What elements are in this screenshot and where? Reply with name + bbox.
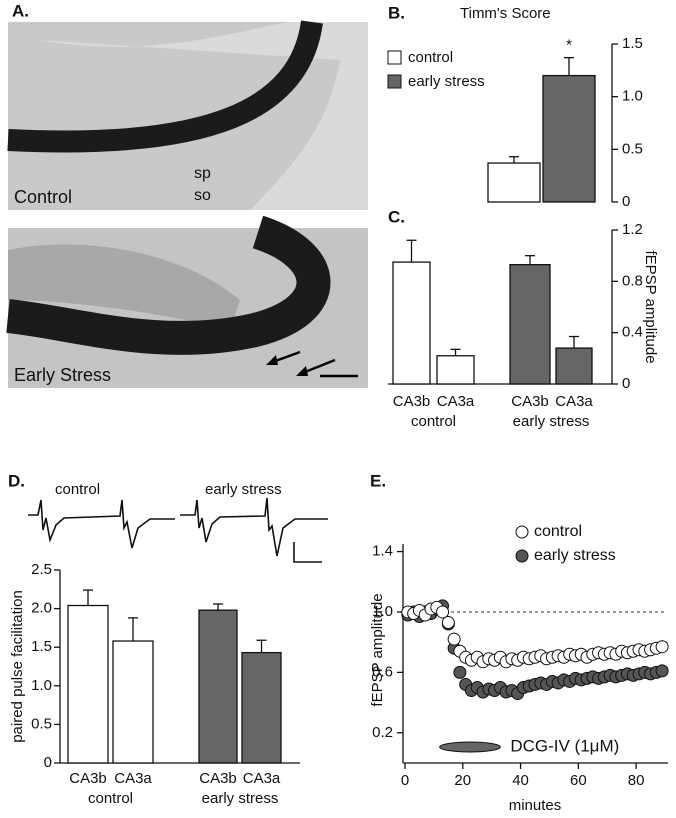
y-tick-label: 0 [622, 375, 630, 392]
group-label: control [411, 413, 456, 430]
y-tick-label: 1.0 [372, 603, 393, 620]
legend-label: early stress [534, 547, 616, 564]
trace-label: control [55, 481, 100, 498]
y-tick-label: 1.4 [372, 543, 393, 560]
x-tick-label: CA3a [555, 393, 593, 410]
x-tick-label: 80 [628, 772, 645, 789]
bar [241, 651, 282, 764]
bar [198, 609, 238, 764]
y-tick-label: 1.0 [622, 88, 643, 105]
y-tick-label: 2.5 [31, 561, 52, 578]
panel-label: E. [370, 471, 386, 490]
legend-label: control [534, 523, 582, 540]
micrograph-stress [6, 215, 368, 388]
bar [487, 162, 541, 203]
panel-label: B. [388, 3, 405, 22]
y-tick-label: 0.5 [622, 140, 643, 157]
group-label: early stress [513, 413, 590, 430]
x-tick-label: CA3b [511, 393, 549, 410]
bar [542, 74, 596, 203]
legend-label: early stress [408, 73, 485, 90]
x-tick-label: CA3b [393, 393, 431, 410]
trace [28, 499, 175, 549]
cell-layer [6, 215, 331, 355]
legend-swatch [387, 74, 402, 89]
x-axis-label: minutes [509, 797, 562, 814]
bar [555, 347, 593, 385]
panel-label: D. [8, 471, 25, 490]
y-axis-label: fEPSP amplitude [369, 593, 386, 706]
scale-bar [293, 542, 322, 563]
y-tick-label: 0.2 [372, 724, 393, 741]
group-label: early stress [202, 790, 279, 807]
x-tick-label: CA3b [69, 770, 107, 787]
arrow-head [296, 366, 308, 376]
y-tick-label: 1.2 [622, 221, 643, 238]
y-tick-label: 1.0 [31, 677, 52, 694]
y-tick-label: 1.5 [31, 638, 52, 655]
bar [392, 261, 431, 385]
drug-application [439, 741, 501, 753]
legend-swatch [387, 50, 402, 65]
image-label: Control [14, 187, 72, 207]
panel-label: A. [12, 1, 29, 20]
y-axis-label: paired pulse facilitation [9, 590, 26, 743]
y-tick-label: 1.5 [622, 35, 643, 52]
legend-marker [515, 525, 529, 539]
bar [112, 640, 154, 764]
micrograph-control [7, 20, 368, 210]
bar [509, 263, 551, 385]
bar [436, 355, 475, 385]
y-tick-label: 2.0 [31, 600, 52, 617]
y-tick-label: 0.8 [622, 272, 643, 289]
panel-label: C. [388, 207, 405, 226]
legend-label: control [408, 49, 453, 66]
data-point [441, 616, 455, 630]
image-texture [40, 22, 368, 210]
arrow-head [266, 355, 278, 365]
y-tick-label: 0.5 [31, 715, 52, 732]
trace [180, 497, 328, 557]
x-tick-label: 60 [570, 772, 587, 789]
x-tick-label: 20 [454, 772, 471, 789]
y-tick-label: 0 [622, 193, 630, 210]
x-tick-label: CA3a [437, 393, 475, 410]
data-point [447, 632, 461, 646]
legend-marker [515, 549, 529, 563]
chart-title: Timm's Score [460, 5, 551, 22]
trace-label: early stress [205, 481, 282, 498]
x-tick-label: CA3b [199, 770, 237, 787]
y-tick-label: 0 [44, 754, 52, 771]
image-texture [8, 244, 240, 330]
data-point [655, 640, 669, 654]
layer-label: sp [194, 165, 211, 182]
x-tick-label: 0 [401, 772, 409, 789]
x-tick-label: CA3a [243, 770, 281, 787]
cell-layer [7, 20, 323, 153]
group-label: control [88, 790, 133, 807]
layer-label: so [194, 187, 211, 204]
y-tick-label: 0.6 [372, 663, 393, 680]
image-label: Early Stress [14, 365, 111, 385]
y-tick-label: 0.4 [622, 324, 643, 341]
data-point [453, 665, 467, 679]
drug-label: DCG-IV (1μM) [510, 736, 619, 755]
significance: * [566, 37, 572, 54]
x-tick-label: CA3a [114, 770, 152, 787]
bar [67, 604, 109, 764]
x-tick-label: 40 [512, 772, 529, 789]
data-point [655, 664, 669, 678]
data-point [436, 605, 450, 619]
y-axis-label: fEPSP amplitude [642, 250, 659, 363]
